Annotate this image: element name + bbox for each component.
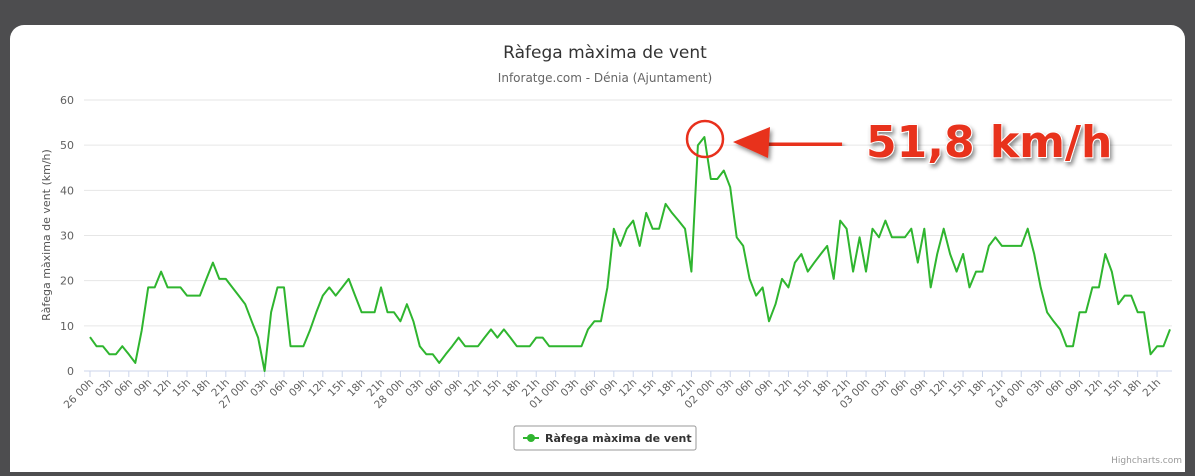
annotation-circle xyxy=(685,119,725,159)
y-tick-label: 0 xyxy=(67,365,74,378)
y-tick-label: 10 xyxy=(60,320,74,333)
y-tick-label: 60 xyxy=(60,94,74,107)
series-line xyxy=(89,136,1171,372)
legend[interactable]: Ràfega màxima de vent xyxy=(523,432,692,445)
legend-marker xyxy=(527,434,535,442)
y-tick-label: 30 xyxy=(60,230,74,243)
legend-label: Ràfega màxima de vent xyxy=(545,432,692,445)
panel xyxy=(10,25,1185,476)
y-tick-label: 20 xyxy=(60,275,74,288)
credit: Highcharts.com xyxy=(1111,456,1182,466)
annotation-arrowhead xyxy=(733,127,770,158)
chart-subtitle: Inforatge.com - Dénia (Ajuntament) xyxy=(498,71,712,85)
y-tick-label: 40 xyxy=(60,184,74,197)
y-tick-label: 50 xyxy=(60,139,74,152)
y-axis-title: Ràfega màxima de vent (km/h) xyxy=(40,149,53,321)
annotation-text: 51,8 km/h xyxy=(866,117,1112,168)
annotation-arrow xyxy=(764,139,843,149)
chart-title: Ràfega màxima de vent xyxy=(503,43,707,63)
legend-box xyxy=(513,425,697,451)
